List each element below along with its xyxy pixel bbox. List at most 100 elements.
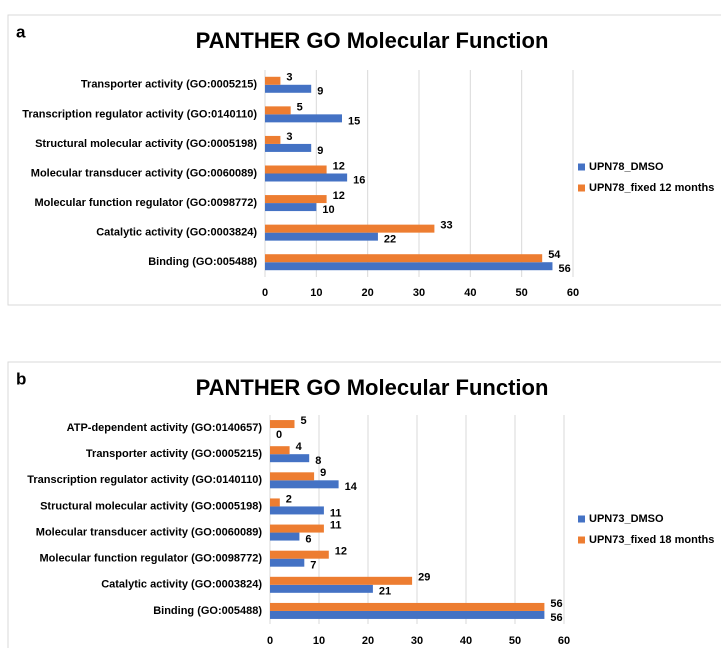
bar [270, 584, 373, 593]
value-label: 3 [286, 72, 292, 84]
legend-swatch [578, 163, 585, 171]
bar [265, 224, 435, 233]
bar [265, 106, 291, 115]
value-label: 54 [548, 249, 561, 261]
bar [270, 420, 295, 429]
x-tick-label: 40 [460, 635, 472, 647]
bar [265, 84, 312, 93]
category-label: Binding (GO:005488) [148, 256, 257, 268]
legend-label: UPN78_DMSO [589, 161, 664, 173]
value-label: 14 [345, 481, 358, 493]
category-label: Molecular function regulator (GO:0098772… [40, 553, 263, 565]
value-label: 5 [297, 101, 303, 113]
x-tick-label: 50 [509, 635, 521, 647]
category-label: Structural molecular activity (GO:000519… [35, 138, 257, 150]
value-label: 29 [418, 572, 430, 584]
value-label: 0 [276, 429, 282, 441]
legend-swatch [578, 536, 585, 544]
bar [270, 602, 545, 611]
panel-label: b [16, 369, 26, 388]
value-label: 22 [384, 234, 396, 246]
value-label: 5 [301, 415, 307, 427]
bar [265, 195, 327, 204]
bar [265, 143, 312, 152]
bar [265, 76, 281, 85]
bar [270, 532, 300, 541]
x-tick-label: 30 [411, 635, 423, 647]
value-label: 9 [317, 145, 323, 157]
bar [265, 114, 342, 123]
bar [265, 173, 348, 182]
value-label: 56 [550, 612, 562, 624]
category-label: Molecular transducer activity (GO:006008… [31, 167, 258, 179]
bar [265, 254, 543, 263]
value-label: 56 [558, 263, 570, 275]
bar [270, 610, 545, 619]
category-label: Transcription regulator activity (GO:014… [27, 474, 262, 486]
bar [270, 576, 413, 585]
category-label: Catalytic activity (GO:0003824) [96, 227, 257, 239]
x-tick-label: 20 [362, 635, 374, 647]
category-label: Binding (GO:005488) [153, 605, 262, 617]
panel-label: a [16, 22, 26, 41]
x-tick-label: 50 [516, 287, 528, 299]
bar [270, 498, 280, 507]
x-tick-label: 60 [558, 635, 570, 647]
chart-title: PANTHER GO Molecular Function [196, 375, 549, 400]
x-tick-label: 60 [567, 287, 579, 299]
chart-frame [7, 361, 721, 648]
bar [270, 550, 329, 559]
category-label: Molecular function regulator (GO:0098772… [35, 197, 258, 209]
category-label: Transporter activity (GO:0005215) [86, 448, 262, 460]
legend-label: UPN73_fixed 18 months [589, 534, 714, 546]
legend-swatch [578, 184, 585, 192]
category-label: ATP-dependent activity (GO:0140657) [67, 422, 263, 434]
bar [270, 524, 324, 533]
legend-swatch [578, 515, 585, 523]
x-tick-label: 20 [362, 287, 374, 299]
bar [265, 232, 378, 241]
x-tick-label: 40 [464, 287, 476, 299]
chart-frame [7, 14, 721, 306]
category-label: Transporter activity (GO:0005215) [81, 79, 257, 91]
bar [265, 135, 281, 144]
bar [270, 454, 310, 463]
value-label: 8 [315, 455, 321, 467]
legend-label: UPN73_DMSO [589, 513, 664, 525]
x-tick-label: 30 [413, 287, 425, 299]
x-tick-label: 0 [267, 635, 273, 647]
value-label: 3 [286, 131, 292, 143]
value-label: 11 [330, 507, 342, 519]
category-label: Molecular transducer activity (GO:006008… [36, 526, 263, 538]
category-label: Catalytic activity (GO:0003824) [101, 579, 262, 591]
value-label: 4 [296, 441, 303, 453]
value-label: 12 [335, 546, 347, 558]
category-label: Structural molecular activity (GO:000519… [40, 500, 262, 512]
bar [270, 558, 305, 567]
bar [265, 262, 553, 271]
category-label: Transcription regulator activity (GO:014… [22, 108, 257, 120]
value-label: 12 [333, 190, 345, 202]
value-label: 56 [550, 598, 562, 610]
bar [270, 472, 315, 481]
value-label: 7 [310, 560, 316, 572]
x-tick-label: 10 [310, 287, 322, 299]
value-label: 21 [379, 586, 391, 598]
bar [270, 446, 290, 455]
value-label: 15 [348, 115, 360, 127]
value-label: 10 [322, 204, 334, 216]
value-label: 12 [333, 160, 345, 172]
x-tick-label: 0 [262, 287, 268, 299]
x-tick-label: 10 [313, 635, 325, 647]
value-label: 11 [330, 519, 342, 531]
value-label: 2 [286, 493, 292, 505]
value-label: 33 [440, 220, 452, 232]
bar [270, 506, 324, 515]
legend-label: UPN78_fixed 12 months [589, 182, 714, 194]
value-label: 9 [320, 467, 326, 479]
bar [265, 203, 317, 212]
value-label: 16 [353, 174, 365, 186]
value-label: 9 [317, 86, 323, 98]
